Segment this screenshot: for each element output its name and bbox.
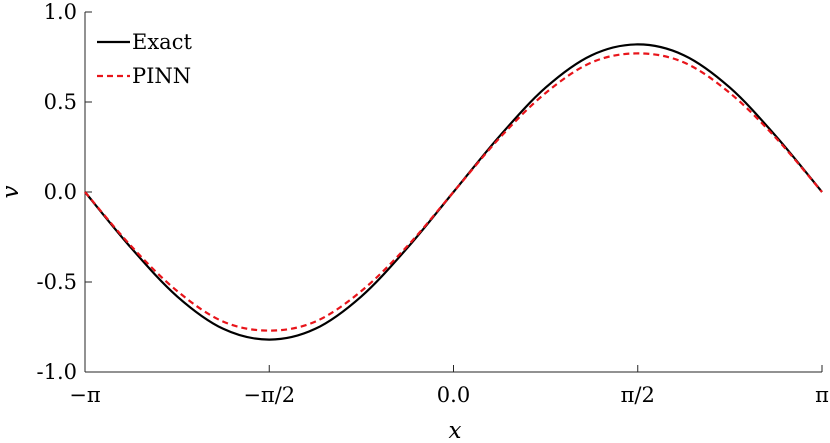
- y-tick-label: 0.0: [44, 180, 77, 204]
- y-tick-label: -0.5: [37, 270, 78, 294]
- x-tick-label: π/2: [621, 383, 655, 407]
- series-layer: [84, 43, 823, 341]
- x-tick-label: −π/2: [243, 383, 295, 407]
- series-line-pinn: [84, 52, 823, 332]
- legend-label-pinn: PINN: [132, 64, 191, 88]
- x-tick-label: 0.0: [437, 383, 470, 407]
- legend: Exact PINN: [97, 30, 192, 88]
- x-tick-label: −π: [69, 383, 101, 407]
- y-tick-label: 0.5: [44, 90, 77, 114]
- legend-label-exact: Exact: [132, 30, 192, 54]
- series-line-exact: [84, 43, 823, 341]
- x-axis-title: x: [449, 418, 462, 443]
- y-tick-label: 1.0: [44, 0, 77, 24]
- y-axis-title: v: [0, 186, 24, 199]
- ticks: −π −π/2 0.0 π/2 π -1.0 -0.5 0.0 0.5 1.0: [37, 0, 830, 407]
- x-tick-label: π: [815, 383, 829, 407]
- y-tick-label: -1.0: [37, 360, 78, 384]
